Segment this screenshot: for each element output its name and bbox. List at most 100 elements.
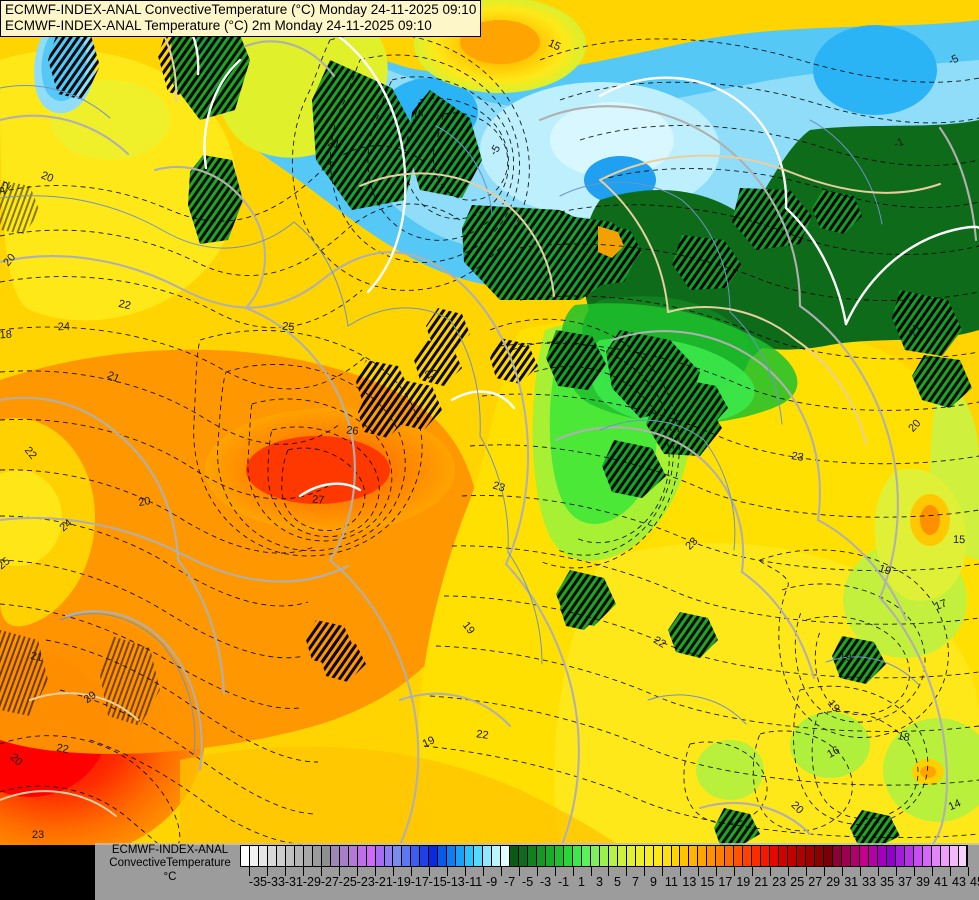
colorbar-tick (698, 867, 700, 876)
colorbar-swatch[interactable] (285, 846, 295, 866)
colorbar-swatch[interactable] (859, 846, 869, 866)
colorbar-swatch[interactable] (563, 846, 573, 866)
colorbar-swatch[interactable] (294, 846, 304, 866)
colorbar-swatch[interactable] (725, 846, 735, 866)
colorbar-swatch[interactable] (626, 846, 636, 866)
colorbar-tick-label: -13 (446, 875, 465, 889)
colorbar-swatch[interactable] (510, 846, 520, 866)
colorbar-tick-label: 5 (613, 875, 621, 889)
colorbar-swatch[interactable] (904, 846, 914, 866)
colorbar-swatch[interactable] (545, 846, 555, 866)
colorbar-swatch[interactable] (429, 846, 439, 866)
colorbar-swatch[interactable] (734, 846, 744, 866)
colorbar-swatch[interactable] (823, 846, 833, 866)
colorbar-swatch[interactable] (249, 846, 259, 866)
contour-label: 24 (58, 321, 71, 333)
colorbar-swatch[interactable] (680, 846, 690, 866)
colorbar-swatch[interactable] (258, 846, 268, 866)
colorbar-swatch[interactable] (384, 846, 394, 866)
colorbar-swatch[interactable] (716, 846, 726, 866)
colorbar-swatch[interactable] (940, 846, 950, 866)
colorbar-tick-label: -29 (302, 875, 321, 889)
colorbar-swatch[interactable] (662, 846, 672, 866)
colorbar-swatch[interactable] (877, 846, 887, 866)
colorbar-swatch[interactable] (267, 846, 277, 866)
contour-label: 17 (933, 597, 949, 613)
contour-label: -5 (947, 53, 961, 68)
colorbar-swatch[interactable] (788, 846, 798, 866)
colorbar-swatch[interactable] (465, 846, 475, 866)
colorbar-swatch[interactable] (868, 846, 878, 866)
colorbar-tick (896, 867, 898, 876)
colorbar-swatch[interactable] (779, 846, 789, 866)
colorbar-swatch[interactable] (841, 846, 851, 866)
colorbar-swatch[interactable] (608, 846, 618, 866)
colorbar-swatch[interactable] (617, 846, 627, 866)
colorbar-swatch[interactable] (411, 846, 421, 866)
colorbar-swatch[interactable] (492, 846, 502, 866)
colorbar-swatch[interactable] (572, 846, 582, 866)
weather-map-canvas[interactable]: 22 20 20 24 18 22 24 25 21 29 22 20 23 21 21 22 25 25 26 27… (0, 0, 979, 845)
colorbar-swatch[interactable] (447, 846, 457, 866)
colorbar-swatch[interactable] (653, 846, 663, 866)
colorbar-swatch[interactable] (806, 846, 815, 866)
colorbar-swatch[interactable] (707, 846, 717, 866)
colorbar-swatch[interactable] (536, 846, 546, 866)
colorbar-swatch[interactable] (393, 846, 403, 866)
colorbar-swatch[interactable] (528, 846, 537, 866)
colorbar-swatch[interactable] (770, 846, 780, 866)
colorbar-swatch[interactable] (581, 846, 591, 866)
colorbar-swatch[interactable] (752, 846, 762, 866)
colorbar-swatch[interactable] (312, 846, 322, 866)
colorbar-tick-label: -5 (522, 875, 534, 889)
colorbar-swatch[interactable] (501, 846, 511, 866)
colorbar-swatch[interactable] (420, 846, 430, 866)
contour-label: 23 (32, 829, 44, 841)
colorbar-swatch[interactable] (761, 846, 771, 866)
colorbar-swatch[interactable] (554, 846, 564, 866)
colorbar-swatch[interactable] (850, 846, 860, 866)
colorbar-swatch[interactable] (832, 846, 842, 866)
colorbar-tick (734, 867, 736, 876)
colorbar-swatch[interactable] (330, 846, 340, 866)
colorbar-swatch[interactable] (797, 846, 807, 866)
colorbar-tick (662, 867, 664, 876)
colorbar-swatch[interactable] (483, 846, 493, 866)
colorbar-swatch[interactable] (922, 846, 932, 866)
colorbar-swatch[interactable] (931, 846, 941, 866)
colorbar-swatch[interactable] (375, 846, 385, 866)
colorbar-swatch[interactable] (886, 846, 896, 866)
colorbar-swatches[interactable] (240, 845, 968, 867)
colorbar-swatch[interactable] (743, 846, 753, 866)
colorbar-swatch[interactable] (402, 846, 412, 866)
colorbar-swatch[interactable] (241, 846, 250, 866)
contour-label: 19 (460, 620, 477, 637)
colorbar-swatch[interactable] (815, 846, 824, 866)
colorbar-swatch[interactable] (913, 846, 923, 866)
colorbar-swatch[interactable] (599, 846, 609, 866)
colorbar-swatch[interactable] (321, 846, 331, 866)
colorbar-swatch[interactable] (366, 846, 376, 866)
colorbar-swatch[interactable] (644, 846, 654, 866)
colorbar-swatch[interactable] (519, 846, 528, 866)
colorbar-swatch[interactable] (958, 846, 967, 866)
colorbar-swatch[interactable] (357, 846, 367, 866)
colorbar-swatch[interactable] (339, 846, 349, 866)
colorbar-swatch[interactable] (895, 846, 905, 866)
colorbar-swatch[interactable] (456, 846, 466, 866)
colorbar-swatch[interactable] (689, 846, 699, 866)
colorbar-swatch[interactable] (438, 846, 448, 866)
colorbar-swatch[interactable] (949, 846, 959, 866)
colorbar-swatch[interactable] (590, 846, 600, 866)
colorbar-swatch[interactable] (276, 846, 286, 866)
colorbar-swatch[interactable] (303, 846, 313, 866)
contour-label: 18 (896, 730, 910, 744)
colorbar-swatch[interactable] (474, 846, 484, 866)
colorbar-swatch[interactable] (635, 846, 645, 866)
colorbar-swatch[interactable] (671, 846, 681, 866)
colorbar-swatch[interactable] (698, 846, 708, 866)
colorbar-tick-labels: -35 -33 -31 -29 -27 -25 -23 -21 -19 -17 -15 -13 -11-… (240, 875, 979, 895)
colorbar-swatch[interactable] (348, 846, 358, 866)
colorbar-tick-label: 41 (934, 875, 948, 889)
colorbar-wrapper[interactable]: -35 -33 -31 -29 -27 -25 -23 -21 -19 -17 -15 -13 -11-… (240, 845, 979, 898)
